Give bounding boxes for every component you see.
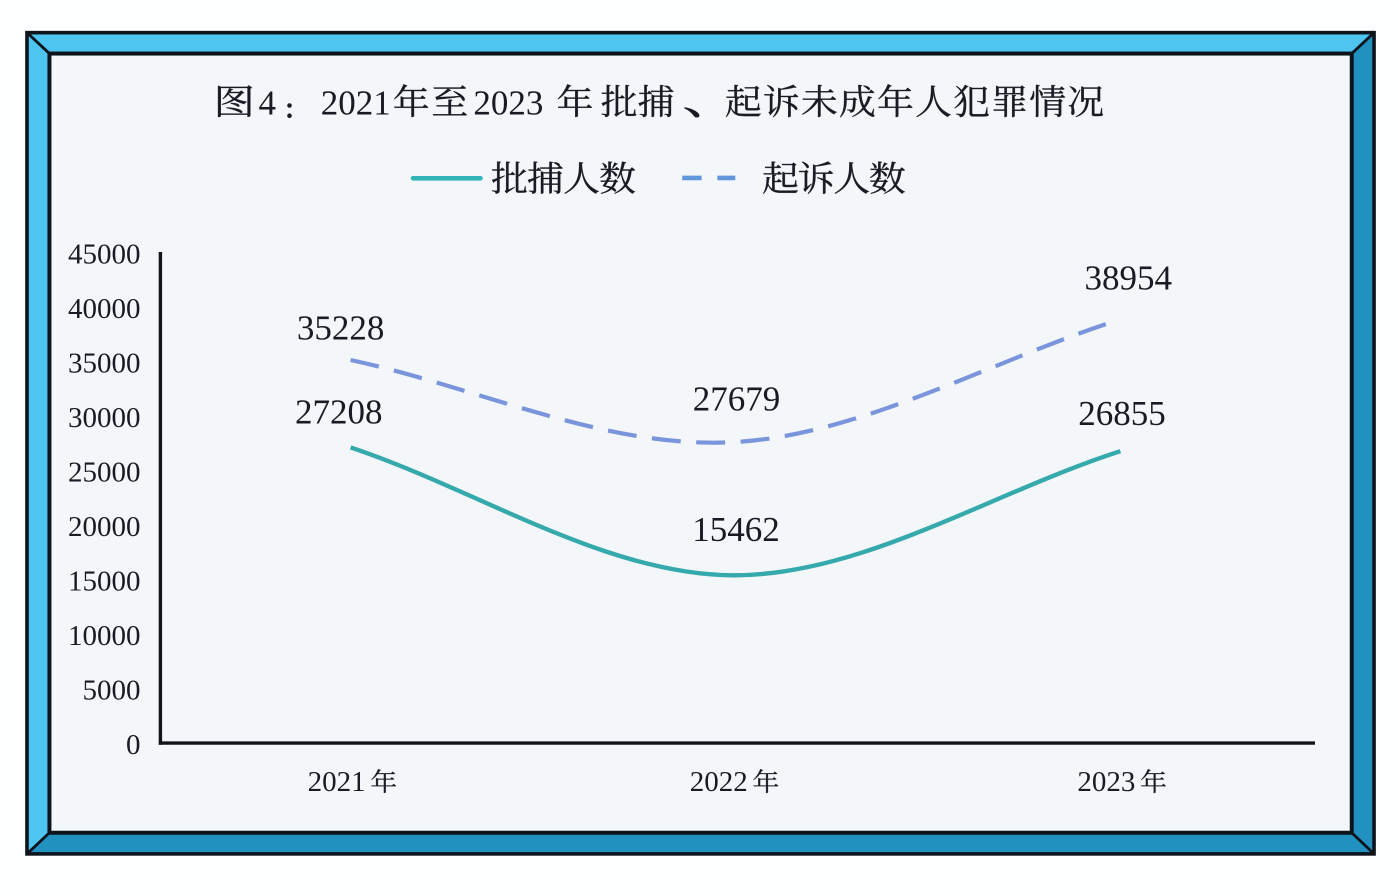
svg-text:27208: 27208 [295, 393, 383, 432]
svg-text:15462: 15462 [692, 510, 780, 549]
svg-text:10000: 10000 [68, 620, 141, 652]
svg-text:5000: 5000 [83, 674, 141, 706]
svg-text:30000: 30000 [68, 402, 141, 434]
svg-text:35228: 35228 [297, 308, 385, 347]
svg-text:2021: 2021 [321, 83, 391, 122]
svg-text:27679: 27679 [693, 380, 781, 419]
svg-text:4: 4 [259, 83, 277, 122]
svg-text:40000: 40000 [68, 293, 141, 325]
svg-text:2023: 2023 [473, 83, 543, 122]
svg-text:20000: 20000 [68, 511, 141, 543]
svg-text:15000: 15000 [68, 565, 141, 597]
svg-text:2021: 2021 [308, 766, 366, 798]
svg-text:35000: 35000 [68, 348, 141, 380]
svg-text:45000: 45000 [68, 239, 141, 271]
svg-text:2022: 2022 [690, 766, 748, 798]
svg-text:2023: 2023 [1077, 766, 1135, 798]
svg-text:38954: 38954 [1085, 258, 1173, 297]
svg-text:0: 0 [126, 729, 141, 761]
svg-text:26855: 26855 [1078, 394, 1166, 433]
svg-text:25000: 25000 [68, 456, 141, 488]
